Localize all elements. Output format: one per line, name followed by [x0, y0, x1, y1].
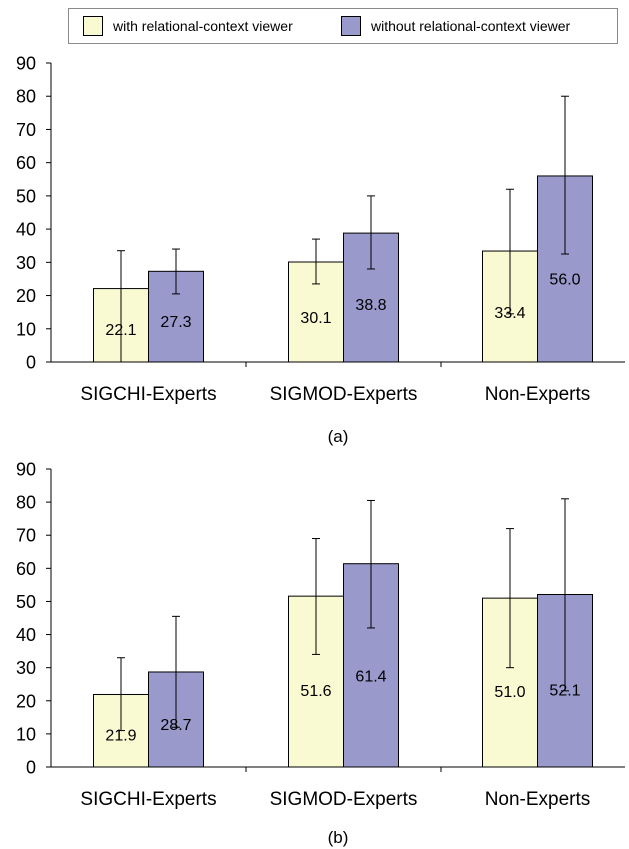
data-label: 22.1 — [105, 322, 136, 339]
y-tick-label: 60 — [16, 559, 36, 579]
y-tick-label: 60 — [16, 153, 36, 173]
y-tick-label: 40 — [16, 220, 36, 240]
data-label: 33.4 — [494, 305, 525, 322]
chart-a: 0 10 20 30 40 50 60 70 80 90 SIGCHI-Experts SIGMOD-… — [16, 54, 625, 446]
data-label: 61.4 — [355, 669, 386, 686]
x-tick-label: SIGMOD-Experts — [270, 789, 418, 810]
x-tick-label: SIGMOD-Experts — [270, 384, 418, 405]
y-tick-label: 80 — [16, 493, 36, 513]
data-label: 30.1 — [300, 310, 331, 327]
y-tick-label: 40 — [16, 625, 36, 645]
data-label: 51.6 — [300, 683, 331, 700]
y-tick-label: 0 — [26, 353, 36, 373]
data-label: 28.7 — [160, 717, 191, 734]
y-tick-label: 30 — [16, 658, 36, 678]
x-tick-label: Non-Experts — [485, 384, 591, 405]
data-label: 56.0 — [549, 271, 580, 288]
x-tick-label: SIGCHI-Experts — [80, 384, 216, 405]
y-tick-label: 0 — [26, 758, 36, 778]
data-label: 38.8 — [355, 297, 386, 314]
legend: with relational-context viewer without r… — [68, 8, 618, 44]
legend-swatch-without-viewer — [341, 16, 361, 36]
y-tick-label: 50 — [16, 592, 36, 612]
y-tick-label: 80 — [16, 87, 36, 107]
data-label: 27.3 — [160, 314, 191, 331]
data-label: 52.1 — [549, 682, 580, 699]
legend-swatch-with-viewer — [83, 16, 103, 36]
y-tick-label: 10 — [16, 724, 36, 744]
legend-item-with-viewer: with relational-context viewer — [83, 16, 293, 36]
legend-item-without-viewer: without relational-context viewer — [341, 16, 570, 36]
data-label: 21.9 — [105, 727, 136, 744]
chart-caption: (b) — [328, 828, 349, 847]
data-label: 51.0 — [494, 684, 525, 701]
x-tick-label: SIGCHI-Experts — [80, 789, 216, 810]
y-tick-label: 70 — [16, 526, 36, 546]
y-tick-label: 50 — [16, 186, 36, 206]
y-tick-label: 20 — [16, 691, 36, 711]
y-tick-label: 30 — [16, 253, 36, 273]
y-tick-label: 10 — [16, 319, 36, 339]
chart-caption: (a) — [328, 427, 349, 446]
x-tick-label: Non-Experts — [485, 789, 591, 810]
legend-label-without-viewer: without relational-context viewer — [371, 18, 571, 34]
legend-label-with-viewer: with relational-context viewer — [113, 18, 293, 34]
y-tick-label: 90 — [16, 54, 36, 74]
y-tick-label: 20 — [16, 286, 36, 306]
y-tick-label: 70 — [16, 120, 36, 140]
chart-b: 0 10 20 30 40 50 60 70 80 90 SIGCHI-Experts SIGMOD-… — [16, 460, 625, 847]
y-tick-label: 90 — [16, 460, 36, 480]
